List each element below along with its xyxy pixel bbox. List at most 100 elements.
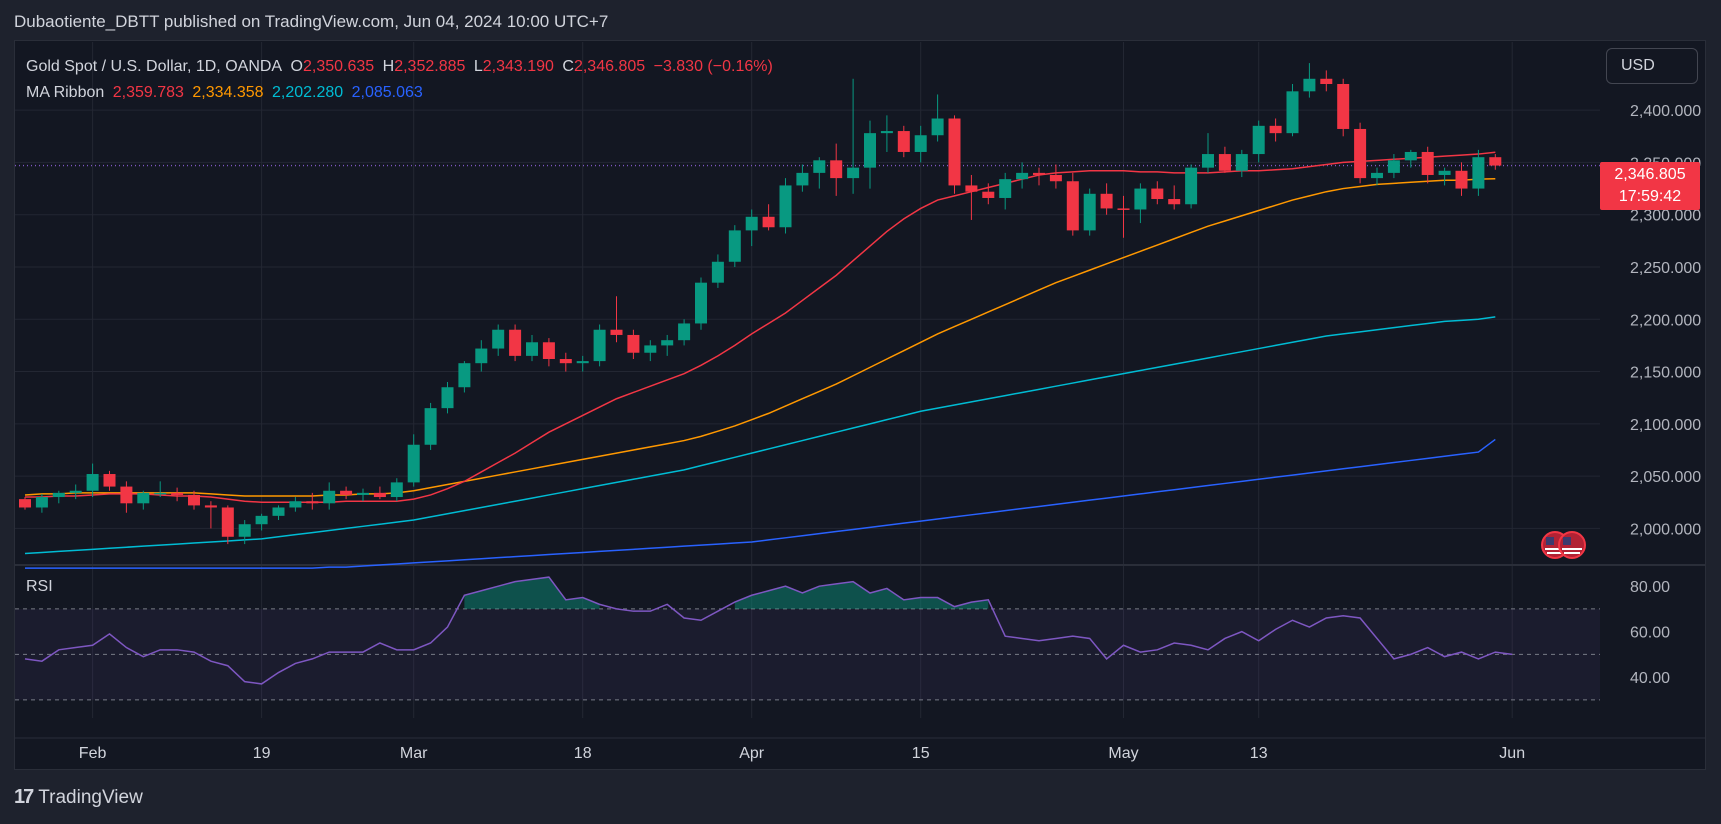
candle-body <box>847 167 860 179</box>
rsi-tick-label: 60.00 <box>1630 625 1670 642</box>
candle <box>542 338 555 367</box>
candle-body <box>1489 157 1502 166</box>
ma-value-4: 2,085.063 <box>351 84 423 101</box>
candle-body <box>103 474 116 487</box>
candle <box>559 352 572 372</box>
time-tick-label: Jun <box>1499 745 1525 762</box>
candle <box>407 434 420 487</box>
candle-body <box>813 160 826 173</box>
candle-body <box>323 490 336 504</box>
candle <box>103 470 116 491</box>
candle-body <box>559 359 572 364</box>
candle <box>999 172 1012 210</box>
candle <box>255 513 268 531</box>
candle-body <box>441 387 454 409</box>
price-tick-label: 2,050.000 <box>1630 469 1701 486</box>
candle-body <box>661 340 674 346</box>
time-tick-label: Feb <box>79 745 107 762</box>
candle <box>1438 167 1451 186</box>
candle-body <box>1354 128 1367 179</box>
candle-body <box>1303 78 1316 92</box>
change-value: −3.830 (−0.16%) <box>653 58 773 75</box>
candle-body <box>221 507 234 537</box>
candle-body <box>1387 160 1400 173</box>
candle-body <box>1286 91 1299 134</box>
candle-body <box>1049 174 1062 182</box>
candle <box>323 482 336 510</box>
close-value: 2,346.805 <box>573 58 646 75</box>
candle <box>1303 63 1316 98</box>
candle <box>796 164 809 192</box>
candle-body <box>69 490 82 493</box>
symbol-label[interactable]: Gold Spot / U.S. Dollar, 1D, OANDA <box>26 58 283 75</box>
price-tick-label: 2,300.000 <box>1630 208 1701 225</box>
candle-body <box>509 329 522 356</box>
time-tick-label: 19 <box>253 745 271 762</box>
candle <box>576 355 589 372</box>
ma-ribbon <box>24 151 1496 569</box>
header-title: Dubaotiente_DBTT published on TradingVie… <box>14 12 609 31</box>
grid <box>15 42 1705 739</box>
price-tick-label: 2,100.000 <box>1630 417 1701 434</box>
candle <box>627 329 640 360</box>
rsi-label[interactable]: RSI <box>26 578 53 595</box>
candle <box>441 382 454 414</box>
time-tick-label: 18 <box>574 745 592 762</box>
candle-body <box>948 118 961 186</box>
low-label: L <box>473 58 483 75</box>
open-label: O <box>290 58 303 75</box>
ma-ribbon-label[interactable]: MA Ribbon <box>26 84 105 101</box>
candle <box>475 340 488 372</box>
candle <box>35 493 48 513</box>
candle-body <box>171 492 184 495</box>
time-tick-label: 15 <box>912 745 930 762</box>
candle-body <box>255 515 268 525</box>
candle <box>458 361 471 393</box>
candle <box>644 340 657 362</box>
candle <box>864 120 876 189</box>
candle-body <box>1337 84 1350 129</box>
bar-countdown: 17:59:42 <box>1618 188 1682 205</box>
candle-body <box>238 524 251 537</box>
candle <box>880 115 893 152</box>
candle <box>1252 120 1265 163</box>
flag-canton <box>1563 537 1571 545</box>
candle-body <box>965 185 978 192</box>
currency-button[interactable]: USD <box>1606 48 1698 84</box>
candle <box>188 490 200 510</box>
candle-body <box>35 497 48 508</box>
candle <box>1185 164 1198 209</box>
candle <box>931 94 944 142</box>
candle-body <box>1066 181 1079 231</box>
candle <box>1083 188 1096 236</box>
candle <box>830 143 843 196</box>
candles <box>19 63 1502 545</box>
candle <box>1269 118 1282 142</box>
high-label: H <box>382 58 395 75</box>
candle <box>1134 183 1147 224</box>
candle-body <box>1151 188 1164 200</box>
candle <box>1489 154 1502 170</box>
candle-body <box>1269 125 1282 134</box>
ma4-line <box>25 438 1496 569</box>
rsi-overbought-fill <box>734 581 989 609</box>
candle <box>1100 183 1113 215</box>
candle <box>492 324 505 356</box>
candle-body <box>1083 193 1096 231</box>
candle-body <box>982 191 995 198</box>
footer-brand[interactable]: 17 TradingView <box>14 786 143 809</box>
candle-body <box>306 501 319 504</box>
candle <box>390 478 403 502</box>
candle <box>1354 122 1367 184</box>
candle <box>847 78 860 194</box>
candle-body <box>289 501 302 508</box>
open-value: 2,350.635 <box>303 58 375 75</box>
candle <box>695 277 707 330</box>
candle <box>1387 154 1400 179</box>
price-tick-label: 2,400.000 <box>1630 103 1701 120</box>
candle-body <box>999 179 1012 198</box>
candle <box>678 319 691 346</box>
ma-value-1: 2,359.783 <box>112 84 184 101</box>
flag-canton <box>1546 537 1554 545</box>
